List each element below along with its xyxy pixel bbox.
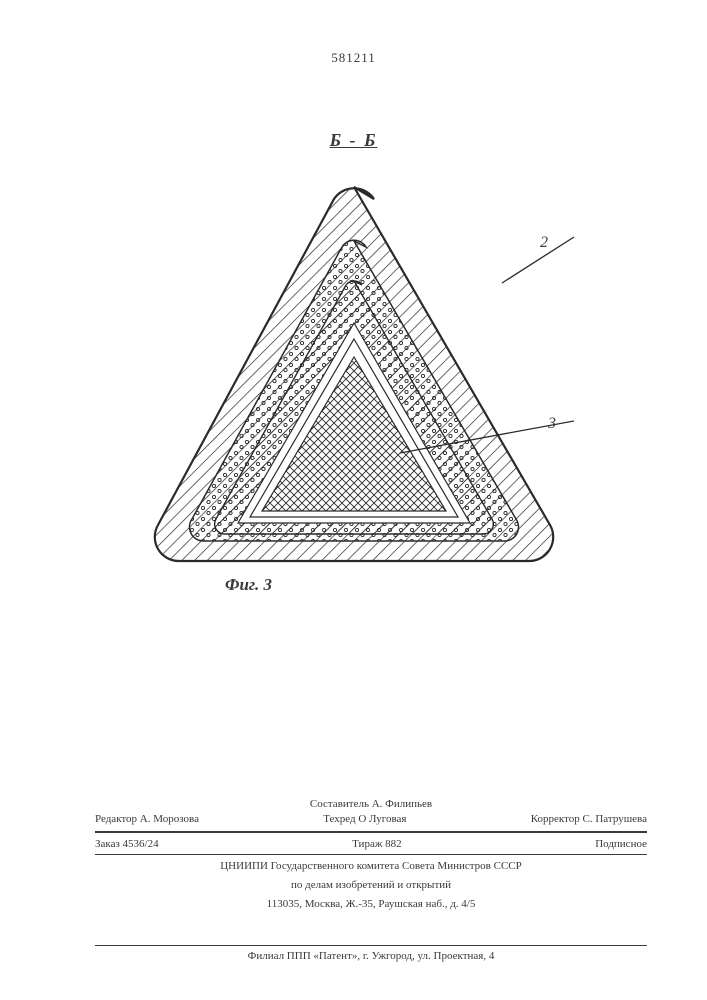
footer: Филиал ППП «Патент», г. Ужгород, ул. Про… (95, 945, 647, 962)
editor: Редактор А. Морозова (95, 812, 199, 827)
tirazh: Тираж 882 (352, 837, 402, 852)
compiler: Составитель А. Филипьев (95, 797, 647, 812)
techred: Техред О Луговая (323, 812, 406, 827)
figure-cross-section (134, 175, 574, 570)
divider (95, 854, 647, 855)
figure-label: Фиг. 3 (225, 575, 272, 595)
org-line2: по делам изобретений и открытий (95, 878, 647, 893)
subscription: Подписное (595, 837, 647, 852)
section-label: Б - Б (330, 130, 378, 151)
order: Заказ 4536/24 (95, 837, 159, 852)
leader-2 (502, 237, 574, 283)
page-number: 581211 (331, 50, 376, 66)
org-address: 113035, Москва, Ж.-35, Раушская наб., д.… (95, 897, 647, 912)
divider (95, 831, 647, 833)
org-line1: ЦНИИПИ Государственного комитета Совета … (95, 859, 647, 874)
corrector: Корректор С. Патрушева (531, 812, 647, 827)
credits-block: Составитель А. Филипьев Редактор А. Моро… (95, 793, 647, 912)
